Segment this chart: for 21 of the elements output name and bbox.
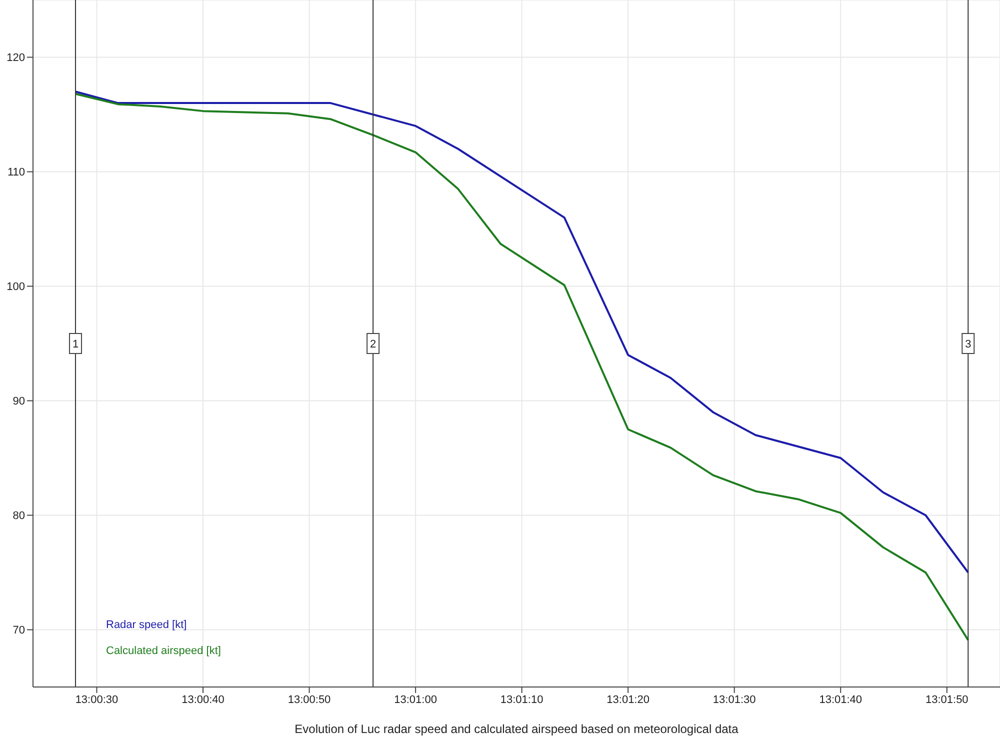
annotation: 1 (72, 338, 79, 350)
y-tick-label: 80 (12, 510, 25, 522)
x-axis-title: Evolution of Luc radar speed and calculated airspeed based on meteorological data (294, 722, 739, 736)
y-tick-label: 90 (12, 396, 25, 408)
x-tick-label: 13:01:10 (500, 694, 544, 706)
text: Radar speed [kt] (106, 618, 188, 633)
y-tick-label: 120 (6, 52, 25, 64)
x-tick-label: 13:00:50 (288, 694, 331, 706)
x-tick-label: 13:00:40 (182, 694, 224, 706)
x-tick-label: 13:01:30 (712, 694, 756, 706)
text: Calculated airspeed [kt] (106, 644, 221, 659)
y-tick-label: 100 (6, 281, 25, 294)
x-tick-label: 13:01:00 (394, 694, 437, 706)
annotation: 3 (965, 338, 972, 350)
y-tick-label: 70 (12, 624, 25, 637)
x-tick-label: 13:01:40 (819, 694, 862, 706)
y-tick-label: 110 (7, 166, 25, 179)
x-tick-label: 13:01:50 (925, 694, 968, 706)
x-tick-label: 13:01:20 (606, 694, 650, 706)
x-tick-label: 13:00:30 (75, 694, 118, 706)
annotation: 2 (370, 338, 376, 350)
